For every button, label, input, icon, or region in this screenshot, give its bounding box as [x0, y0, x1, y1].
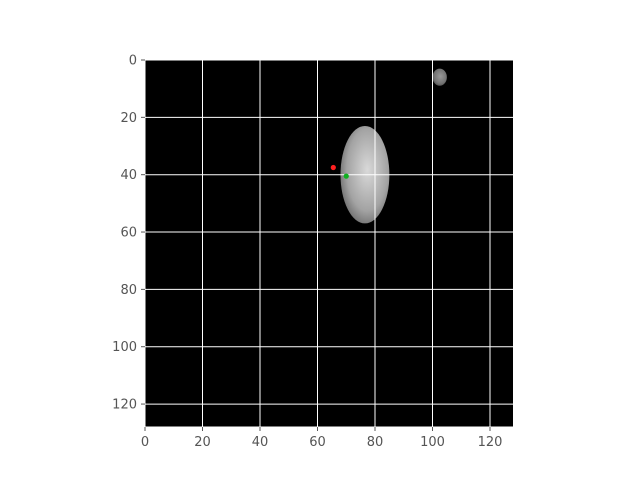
y-tick-label: 100 [112, 340, 137, 355]
x-tick-label: 100 [420, 435, 445, 450]
x-tick-label: 80 [367, 435, 384, 450]
x-tick-label: 0 [141, 435, 149, 450]
plot-area [145, 60, 513, 427]
x-tick-label: 120 [478, 435, 503, 450]
blob-small-object [432, 68, 447, 86]
axes: 0 20 40 60 80 100 120 0 20 40 60 80 100 120 [112, 54, 513, 450]
y-tick-label: 80 [120, 283, 137, 298]
marker-point-2 [343, 173, 349, 179]
marker-point-1 [330, 164, 336, 171]
x-tick-label: 60 [309, 435, 326, 450]
x-tick-label: 20 [194, 435, 211, 450]
y-tick-label: 120 [112, 398, 137, 413]
x-tick-label: 40 [252, 435, 269, 450]
y-tick-label: 40 [120, 168, 137, 183]
y-tick-label: 0 [129, 54, 137, 69]
y-tick-label: 20 [120, 111, 137, 126]
y-tick-label: 60 [120, 226, 137, 241]
